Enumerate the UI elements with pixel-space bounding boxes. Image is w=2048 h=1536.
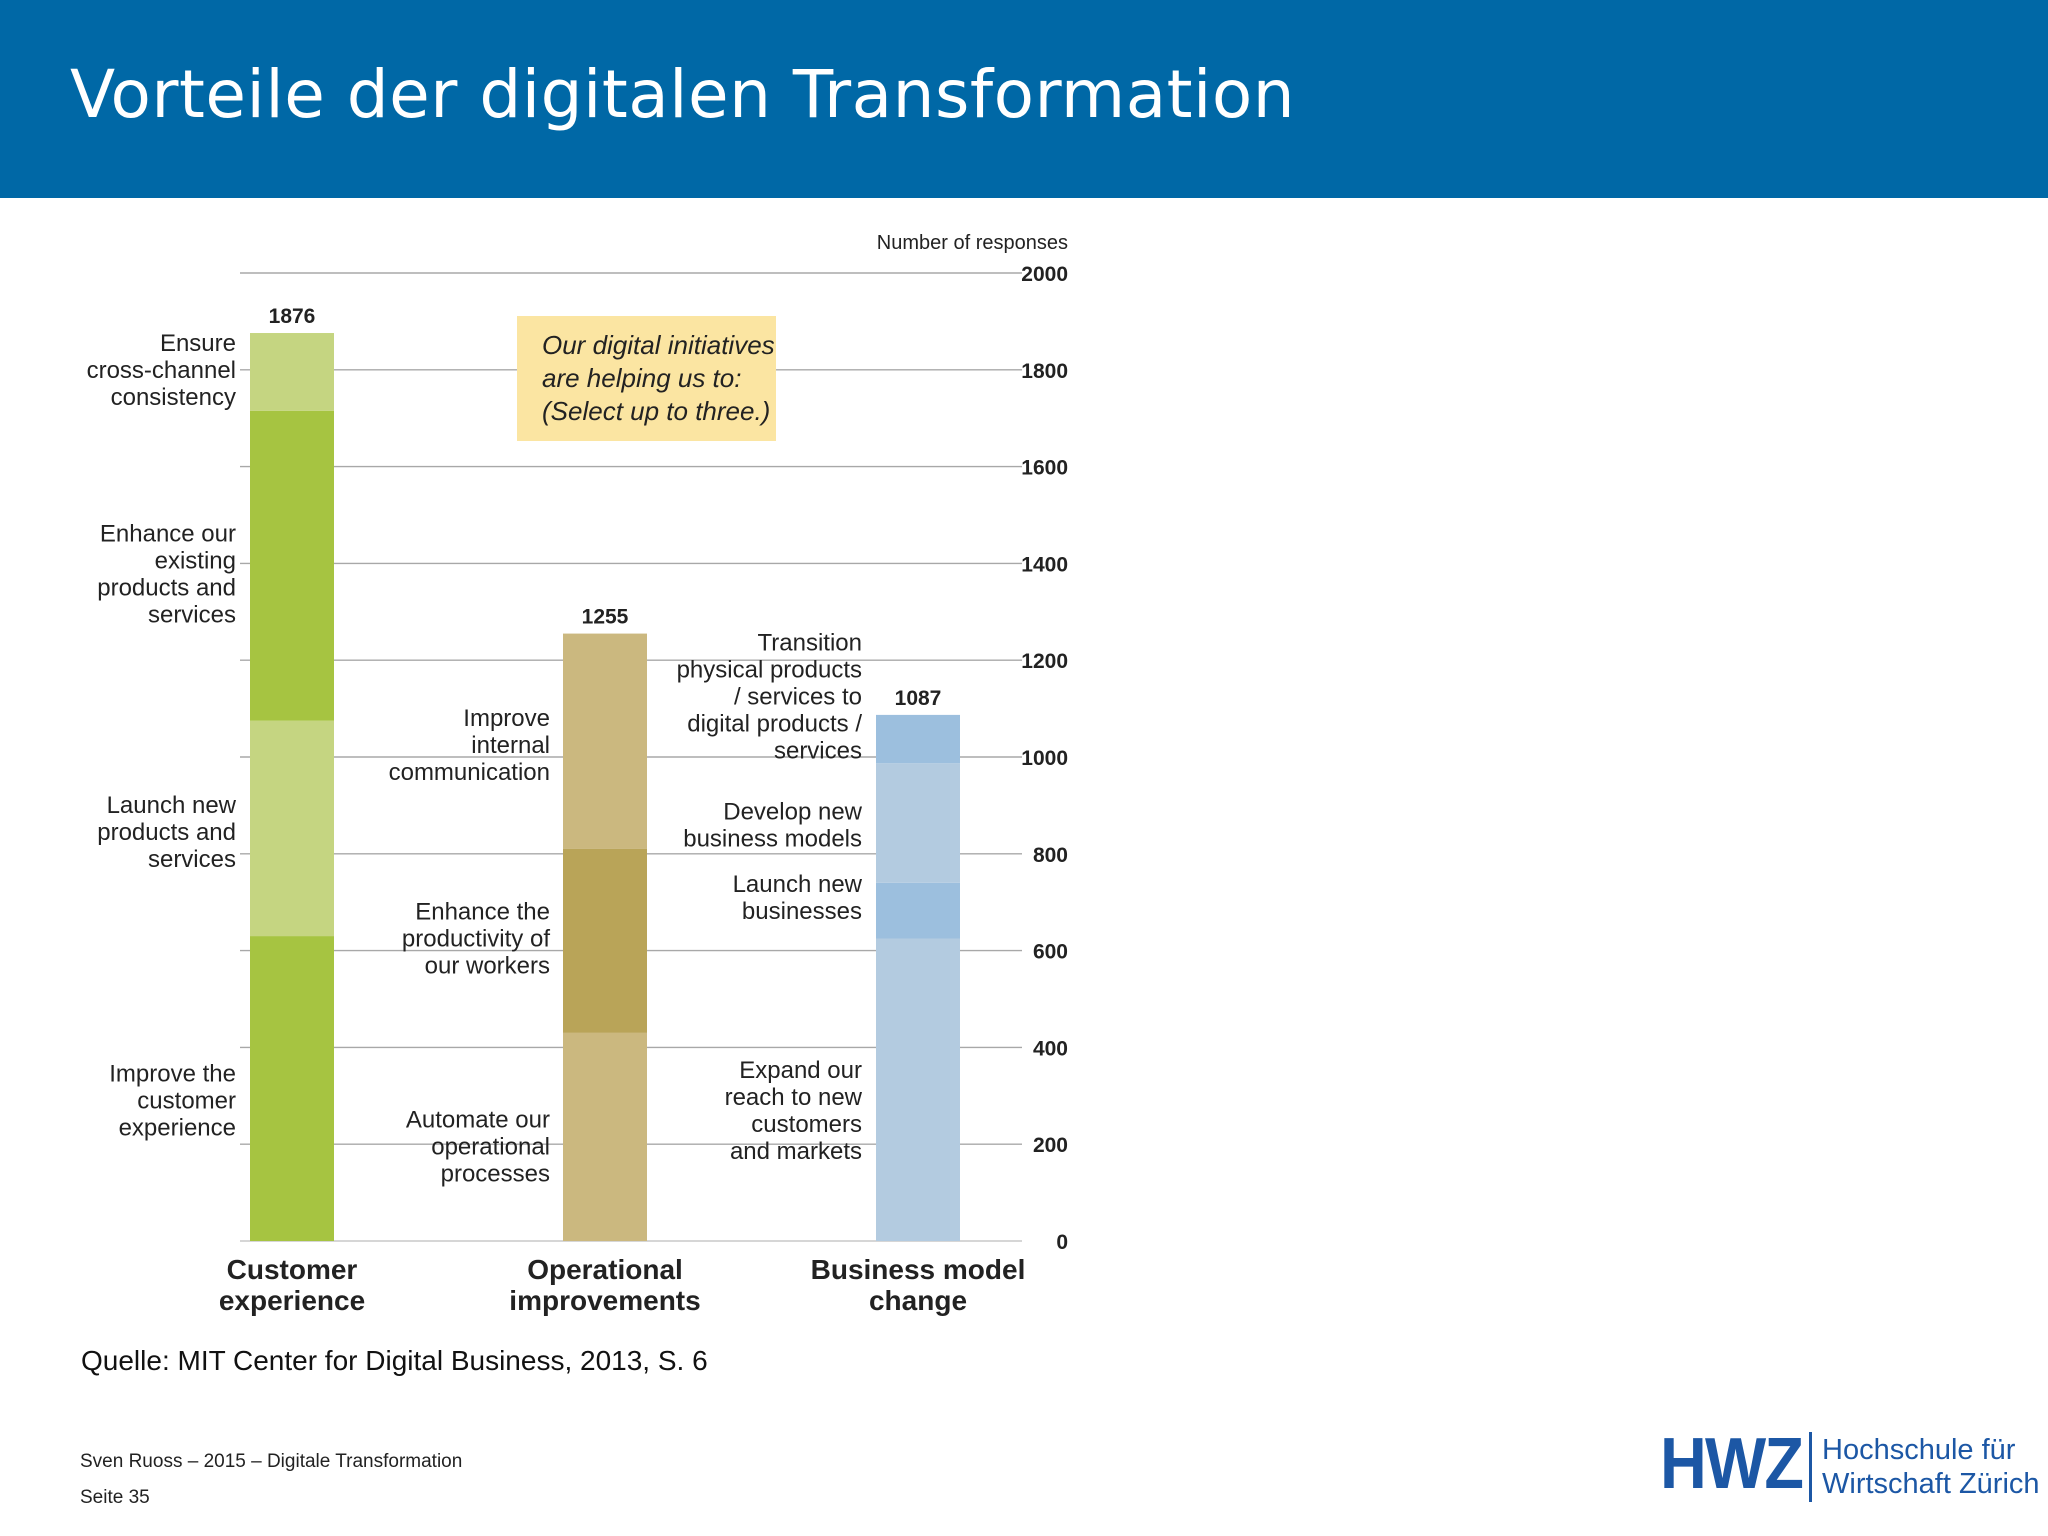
y-tick-label: 1400 (1021, 553, 1068, 576)
labels-layer: Improve the customer experience Launch new p… (87, 305, 1026, 1316)
segment-label: Transition physical products / services to… (677, 630, 863, 765)
segment-label: Develop new business models (683, 798, 862, 852)
footer-author: Sven Ruoss – 2015 – Digitale Transformat… (80, 1451, 463, 1472)
slide-header: Vorteile der digitalen Transformation (0, 0, 2048, 198)
bar-segment (876, 882, 960, 939)
bar-segment (250, 936, 334, 1241)
bar-segment (563, 633, 647, 849)
y-tick-label: 600 (1033, 941, 1068, 964)
y-axis-title: Number of responses (877, 232, 1068, 254)
y-tick-label: 2000 (1021, 263, 1068, 286)
slide-title: Vorteile der digitalen Transformation (70, 56, 1296, 133)
bar-segment (563, 1032, 647, 1241)
bars-layer (250, 333, 960, 1241)
source-citation: Quelle: MIT Center for Digital Business,… (81, 1345, 708, 1376)
y-tick-label: 1800 (1021, 360, 1068, 383)
bar-segment (250, 333, 334, 411)
segment-label: Enhance the productivity of our workers (402, 899, 550, 980)
segment-label: Improve the customer experience (109, 1061, 236, 1142)
segment-label: Launch new products and services (97, 792, 236, 873)
logo-mark: HWZ (1660, 1424, 1804, 1504)
y-tick-label: 1000 (1021, 747, 1068, 770)
footer-page-number: Seite 35 (80, 1487, 150, 1508)
hwz-logo: HWZ Hochschule für Wirtschaft Zürich (1660, 1428, 2040, 1504)
category-label: Business model change (811, 1254, 1026, 1316)
logo-divider (1809, 1432, 1812, 1502)
logo-line-2: Wirtschaft Zürich (1822, 1468, 2040, 1500)
bar-segment (876, 763, 960, 883)
segment-label: Enhance our existing products and services (97, 521, 236, 629)
segment-label: Expand our reach to new customers and marke… (725, 1057, 863, 1165)
bar-segment (876, 938, 960, 1241)
y-tick-label: 400 (1033, 1037, 1068, 1060)
segment-label: Launch new businesses (733, 871, 863, 925)
category-label: Customer experience (219, 1254, 365, 1316)
bar-total-label: 1087 (895, 687, 942, 710)
segment-label: Ensure cross-channel consistency (87, 330, 236, 411)
bar-total-label: 1255 (582, 606, 629, 629)
segment-label: Automate our operational processes (406, 1107, 550, 1188)
y-tick-label: 1200 (1021, 650, 1068, 673)
bar-segment (250, 720, 334, 937)
callout-text: Our digital initiatives are helping us to… (542, 330, 775, 426)
y-tick-label: 800 (1033, 844, 1068, 867)
stacked-bar-chart: 0 200 400 600 800 1000 1200 1400 1600 1800 2000 Num… (87, 232, 1068, 1316)
category-label: Operational improvements (509, 1254, 700, 1316)
y-tick-label: 1600 (1021, 457, 1068, 480)
bar-segment (876, 714, 960, 764)
callout-layer: Our digital initiatives are helping us to… (517, 316, 776, 441)
segment-label: Improve internal communication (389, 705, 550, 786)
bar-segment (563, 848, 647, 1033)
callout-box (517, 316, 776, 441)
y-tick-label: 200 (1033, 1134, 1068, 1157)
logo-line-1: Hochschule für (1822, 1434, 2016, 1466)
bar-total-label: 1876 (269, 305, 316, 328)
y-tick-label: 0 (1056, 1231, 1068, 1254)
bar-segment (250, 410, 334, 721)
